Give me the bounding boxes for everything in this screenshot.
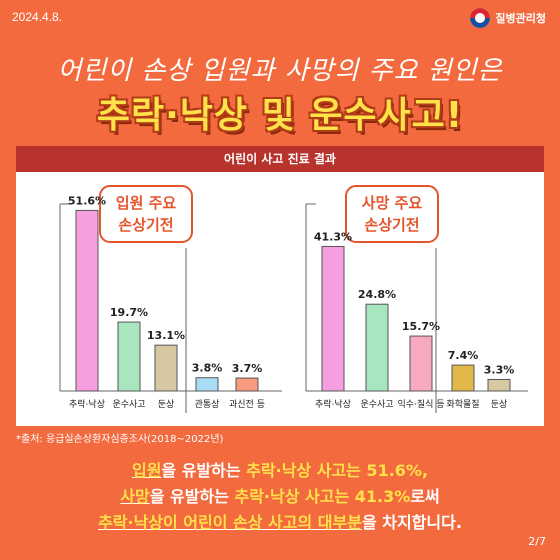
summary-highlight: 사망 xyxy=(120,487,150,506)
source-note: *출처: 응급실손상환자심층조사(2018~2022년) xyxy=(16,434,224,445)
category-label: 운수사고 xyxy=(360,399,393,410)
category-label: 추락·낙상 xyxy=(315,398,351,410)
data-label: 3.3% xyxy=(484,363,515,376)
date-label: 2024.4.8. xyxy=(12,10,63,24)
category-label: 둔상 xyxy=(491,399,508,410)
summary-line-1: 입원을 유발하는 추락·낙상 사고는 51.6%, xyxy=(0,458,560,484)
panel-title: 어린이 사고 진료 결과 xyxy=(16,146,544,172)
data-label: 19.7% xyxy=(110,306,148,319)
bar xyxy=(235,377,259,392)
bar xyxy=(487,378,511,392)
bar xyxy=(154,344,178,392)
summary-text: 입원을 유발하는 추락·낙상 사고는 51.6%, 사망을 유발하는 추락·낙상… xyxy=(0,458,560,536)
page-title: 추락·낙상 및 운수사고! xyxy=(96,95,464,136)
data-label: 51.6% xyxy=(68,194,106,207)
data-label: 3.7% xyxy=(232,362,263,375)
page-indicator: 2/7 xyxy=(528,535,546,548)
summary-text-part: 을 유발하는 xyxy=(161,461,247,480)
category-label: 화학물질 xyxy=(446,398,479,410)
page-subtitle: 어린이 손상 입원과 사망의 주요 원인은 xyxy=(57,56,503,86)
bar xyxy=(451,364,475,392)
summary-text-part: 을 유발하는 xyxy=(149,487,235,506)
bar xyxy=(117,321,141,392)
category-label: 둔상 xyxy=(158,399,175,410)
data-label: 41.3% xyxy=(314,230,352,243)
bar xyxy=(409,335,433,392)
bar xyxy=(195,377,219,392)
summary-line-3: 추락·낙상이 어린이 손상 사고의 대부분을 차지합니다. xyxy=(0,510,560,536)
summary-line-2: 사망을 유발하는 추락·낙상 사고는 41.3%로써 xyxy=(0,484,560,510)
category-label: 운수사고 xyxy=(112,399,145,410)
chart-title: 손상기전 xyxy=(118,216,173,234)
bar xyxy=(321,245,345,392)
chart-title: 손상기전 xyxy=(364,216,419,234)
agency-logo: 질병관리청 xyxy=(470,8,546,28)
summary-highlight: 추락·낙상 사고는 51.6%, xyxy=(246,461,429,480)
chart-title: 입원 주요 xyxy=(116,194,177,212)
category-label: 추락·낙상 xyxy=(69,398,105,410)
data-label: 3.8% xyxy=(192,362,223,375)
government-emblem-icon xyxy=(470,8,491,28)
category-label: 익수·질식 등 xyxy=(397,398,444,410)
summary-highlight: 추락·낙상 사고는 41.3% xyxy=(234,487,411,506)
summary-highlight: 입원 xyxy=(131,461,162,480)
data-label: 15.7% xyxy=(402,320,440,333)
chart-title-box xyxy=(99,185,193,243)
data-label: 13.1% xyxy=(147,329,185,342)
bar xyxy=(365,303,389,392)
summary-highlight: 추락·낙상이 어린이 손상 사고의 대부분 xyxy=(98,513,362,532)
data-label: 24.8% xyxy=(358,288,396,301)
chart-title: 사망 주요 xyxy=(362,194,423,212)
summary-text-part: 을 차지합니다. xyxy=(361,513,462,532)
category-label: 관통상 xyxy=(195,399,220,410)
bar xyxy=(75,209,99,392)
agency-name: 질병관리청 xyxy=(495,12,546,25)
data-label: 7.4% xyxy=(448,349,479,362)
summary-text-part: 로써 xyxy=(410,487,440,506)
category-label: 과신전 등 xyxy=(229,399,265,410)
chart-title-box xyxy=(345,185,439,243)
